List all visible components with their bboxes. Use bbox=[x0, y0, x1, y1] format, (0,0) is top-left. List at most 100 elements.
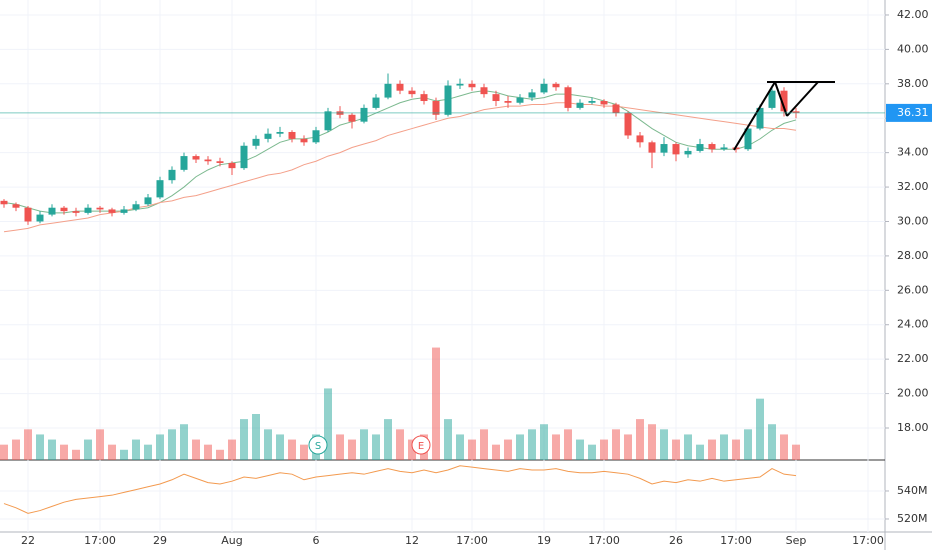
volume-bar bbox=[600, 439, 608, 460]
x-tick-label: 22 bbox=[21, 534, 35, 547]
candle-body bbox=[468, 83, 476, 88]
event-circle[interactable] bbox=[411, 435, 431, 455]
volume-bar bbox=[96, 429, 104, 460]
candle-body bbox=[456, 83, 464, 86]
x-tick-label: 6 bbox=[313, 534, 320, 547]
x-tick-label: 17:00 bbox=[456, 534, 488, 547]
volume-bar bbox=[444, 419, 452, 460]
volume-bar bbox=[684, 434, 692, 460]
x-tick-label: 12 bbox=[405, 534, 419, 547]
candle-body bbox=[756, 107, 764, 129]
volume-bar bbox=[468, 439, 476, 460]
last-price-label: 36.31 bbox=[897, 106, 929, 119]
candle-body bbox=[324, 111, 332, 131]
candle-body bbox=[372, 97, 380, 108]
candle-body bbox=[396, 83, 404, 91]
volume-bar bbox=[372, 434, 380, 460]
volume-bar bbox=[456, 434, 464, 460]
candle-body bbox=[504, 101, 512, 103]
volume-bar bbox=[540, 424, 548, 460]
candle-body bbox=[156, 180, 164, 198]
candle-body bbox=[60, 207, 68, 212]
volume-bar bbox=[144, 444, 152, 460]
volume-bar bbox=[624, 434, 632, 460]
candle-body bbox=[516, 97, 524, 103]
candle-body bbox=[24, 207, 32, 222]
volume-bar bbox=[12, 439, 20, 460]
y-tick-label: 38.00 bbox=[897, 77, 929, 90]
event-marker[interactable]: S bbox=[308, 435, 328, 455]
y-tick-label: 520M bbox=[897, 512, 928, 525]
x-tick-label: Aug bbox=[221, 534, 242, 547]
x-tick-label: 19 bbox=[537, 534, 551, 547]
volume-bar bbox=[612, 429, 620, 460]
price-pane bbox=[0, 73, 800, 233]
candle-body bbox=[480, 87, 488, 95]
candle-body bbox=[48, 207, 56, 215]
candle-body bbox=[0, 200, 8, 205]
candle-body bbox=[780, 90, 788, 112]
volume-bar bbox=[0, 444, 8, 460]
event-label[interactable]: S bbox=[315, 441, 321, 452]
volume-bar bbox=[792, 444, 800, 460]
y-tick-label: 28.00 bbox=[897, 249, 929, 262]
candle-body bbox=[576, 102, 584, 108]
candle-body bbox=[612, 104, 620, 114]
y-tick-label: 34.00 bbox=[897, 146, 929, 159]
candle-body bbox=[228, 162, 236, 169]
candle-body bbox=[408, 90, 416, 95]
volume-bar bbox=[108, 444, 116, 460]
volume-bar bbox=[324, 388, 332, 460]
volume-bar bbox=[588, 444, 596, 460]
volume-bar bbox=[744, 429, 752, 460]
y-tick-label: 26.00 bbox=[897, 283, 929, 296]
event-circle[interactable] bbox=[308, 435, 328, 455]
volume-bar bbox=[264, 429, 272, 460]
volume-bar bbox=[204, 444, 212, 460]
y-tick-label: 42.00 bbox=[897, 8, 929, 21]
volume-bar bbox=[780, 434, 788, 460]
x-tick-label: 17:00 bbox=[588, 534, 620, 547]
candle-body bbox=[600, 101, 608, 105]
candle-body bbox=[276, 131, 284, 134]
candle-body bbox=[96, 207, 104, 210]
x-tick-label: Sep bbox=[786, 534, 807, 547]
candle-body bbox=[768, 90, 776, 108]
volume-bar bbox=[552, 434, 560, 460]
volume-bar bbox=[300, 444, 308, 460]
x-tick-label: 17:00 bbox=[84, 534, 116, 547]
volume-bar bbox=[672, 439, 680, 460]
candle-body bbox=[588, 101, 596, 103]
candle-body bbox=[540, 83, 548, 93]
candle-body bbox=[348, 114, 356, 122]
candle-body bbox=[444, 85, 452, 115]
candle-body bbox=[204, 159, 212, 162]
candle-body bbox=[684, 150, 692, 155]
last-price-box bbox=[886, 103, 932, 122]
candle-body bbox=[708, 144, 716, 150]
candle-body bbox=[564, 87, 572, 108]
candle-body bbox=[132, 204, 140, 210]
volume-bar bbox=[360, 429, 368, 460]
volume-bar bbox=[48, 439, 56, 460]
volume-bar bbox=[60, 444, 68, 460]
candle-body bbox=[528, 92, 536, 98]
volume-bar bbox=[492, 444, 500, 460]
volume-bar bbox=[192, 439, 200, 460]
candle-body bbox=[696, 144, 704, 151]
candle-body bbox=[624, 113, 632, 136]
volume-bar bbox=[180, 424, 188, 460]
volume-bar bbox=[504, 439, 512, 460]
volume-bar bbox=[216, 449, 224, 460]
volume-bar bbox=[708, 439, 716, 460]
candle-body bbox=[36, 214, 44, 222]
x-tick-label: 17:00 bbox=[720, 534, 752, 547]
volume-bar bbox=[516, 434, 524, 460]
x-tick-label: 26 bbox=[669, 534, 683, 547]
volume-bar bbox=[348, 439, 356, 460]
volume-bar bbox=[36, 434, 44, 460]
candle-body bbox=[300, 138, 308, 143]
event-marker[interactable]: E bbox=[411, 435, 431, 455]
event-label[interactable]: E bbox=[418, 441, 424, 452]
